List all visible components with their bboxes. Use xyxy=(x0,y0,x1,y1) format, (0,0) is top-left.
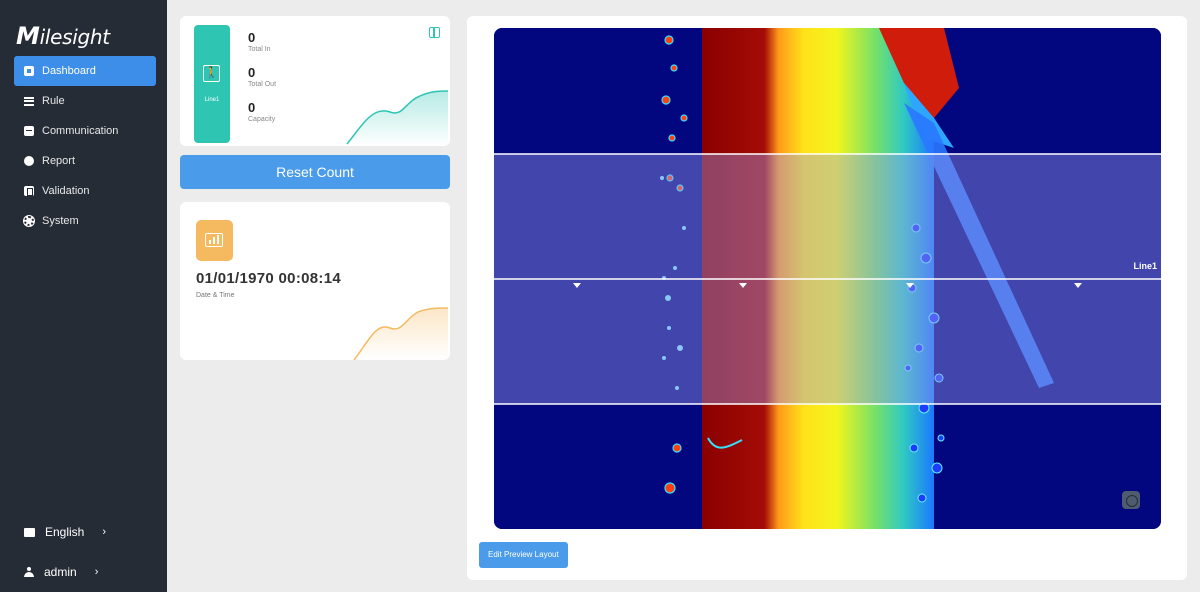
datetime-sparkline xyxy=(353,307,449,360)
preview-panel: Line1 Edit Preview Layout xyxy=(467,16,1187,580)
sidebar-item-label: Communication xyxy=(42,125,119,137)
gear-icon xyxy=(24,216,34,226)
user-icon xyxy=(24,567,34,577)
pedestrian-icon: 🚶 xyxy=(203,65,220,82)
thermal-image xyxy=(494,28,1161,529)
line-badge: 🚶 Line1 xyxy=(194,25,230,143)
sidebar-item-label: Report xyxy=(42,155,76,167)
chart-monitor-icon xyxy=(196,220,233,261)
sidebar-item-label: System xyxy=(42,215,79,227)
reset-count-button[interactable]: Reset Count xyxy=(180,155,450,189)
datetime-card: 01/01/1970 00:08:14 Date & Time xyxy=(180,202,450,360)
language-selector[interactable]: English › xyxy=(24,525,106,539)
sidebar-item-dashboard[interactable]: Dashboard xyxy=(14,56,156,86)
total-in-value: 0 xyxy=(248,30,256,45)
datetime-label: Date & Time xyxy=(196,292,235,299)
sidebar-item-rule[interactable]: Rule xyxy=(14,86,156,116)
fullscreen-icon[interactable] xyxy=(1122,491,1140,509)
chevron-right-icon: › xyxy=(94,566,99,578)
capacity-label: Capacity xyxy=(248,116,276,123)
count-sparkline xyxy=(346,90,449,146)
milesight-logo: Milesight xyxy=(16,22,110,50)
expand-panel-icon[interactable] xyxy=(429,27,440,38)
sidebar-item-report[interactable]: Report xyxy=(14,146,156,176)
language-icon xyxy=(24,527,35,537)
communication-icon xyxy=(24,126,34,136)
capacity-value: 0 xyxy=(248,100,256,115)
sidebar-item-label: Validation xyxy=(42,185,90,197)
thermal-preview[interactable]: Line1 xyxy=(494,28,1161,529)
user-label: admin xyxy=(44,565,77,579)
edit-preview-layout-button[interactable]: Edit Preview Layout xyxy=(479,542,568,568)
report-icon xyxy=(24,156,34,166)
rule-icon xyxy=(24,96,34,106)
total-out-label: Total Out xyxy=(248,81,277,88)
total-out-stat: 0 Total Out xyxy=(248,65,276,88)
capacity-stat: 0 Capacity xyxy=(248,100,275,123)
sidebar-item-label: Rule xyxy=(42,95,65,107)
validation-icon xyxy=(24,186,34,196)
sidebar-item-validation[interactable]: Validation xyxy=(14,176,156,206)
sidebar-item-label: Dashboard xyxy=(42,65,96,77)
dashboard-icon xyxy=(24,66,34,76)
chevron-right-icon: › xyxy=(102,526,107,538)
line-label: Line1 xyxy=(204,97,220,103)
count-card: 🚶 Line1 0 Total In 0 Total Out 0 Capacit… xyxy=(180,16,450,146)
sidebar: Milesight Dashboard Rule Communication R… xyxy=(0,0,167,592)
logo-text: ilesight xyxy=(39,25,111,49)
total-in-label: Total In xyxy=(248,46,271,53)
language-label: English xyxy=(45,525,85,539)
total-out-value: 0 xyxy=(248,65,256,80)
total-in-stat: 0 Total In xyxy=(248,30,271,53)
sidebar-nav: Dashboard Rule Communication Report Vali… xyxy=(0,56,167,236)
user-menu[interactable]: admin › xyxy=(24,565,98,579)
sidebar-item-communication[interactable]: Communication xyxy=(14,116,156,146)
detection-line-label: Line1 xyxy=(1133,261,1157,271)
datetime-value: 01/01/1970 00:08:14 xyxy=(196,270,341,287)
sidebar-item-system[interactable]: System xyxy=(14,206,156,236)
